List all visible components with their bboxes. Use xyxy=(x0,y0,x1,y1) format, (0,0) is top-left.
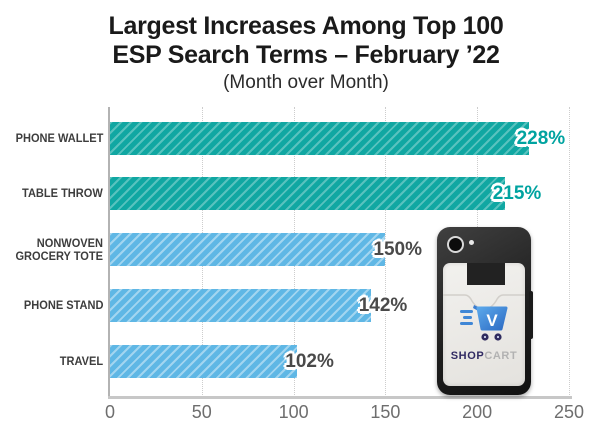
card-wallet-sleeve: V SHOPCART xyxy=(443,263,525,386)
value-label-phone-wallet: 228% xyxy=(516,127,566,149)
page-title: Largest Increases Among Top 100 ESP Sear… xyxy=(0,12,612,70)
bar-phone-stand xyxy=(110,288,371,322)
category-label-travel: TRAVEL xyxy=(59,353,103,368)
y-axis-line xyxy=(108,107,110,399)
bar-nonwoven-grocery-tote xyxy=(110,233,386,266)
shopping-cart-icon: V xyxy=(460,305,508,341)
value-label-table-throw: 215% xyxy=(492,183,542,205)
category-label-phone-stand: PHONE STAND xyxy=(23,297,103,312)
x-tick-150: 150 xyxy=(370,402,401,422)
svg-text:V: V xyxy=(486,311,498,330)
title-line-2: ESP Search Terms – February ’22 xyxy=(112,41,500,69)
flash-dot-icon xyxy=(469,240,474,245)
brand-text: SHOPCART xyxy=(443,350,525,362)
brand-cart: CART xyxy=(484,350,518,362)
x-tick-100: 100 xyxy=(278,402,309,422)
phone-side-button xyxy=(529,291,533,339)
x-tick-200: 200 xyxy=(462,402,493,422)
bar-phone-wallet xyxy=(110,121,529,155)
bar-travel xyxy=(110,344,298,378)
title-line-1: Largest Increases Among Top 100 xyxy=(108,12,504,40)
value-label-phone-stand: 142% xyxy=(358,294,408,316)
shopcart-logo: V SHOPCART xyxy=(443,301,525,362)
gridline-150 xyxy=(385,107,387,397)
chart-header: Largest Increases Among Top 100 ESP Sear… xyxy=(0,12,612,94)
product-image-phone: V SHOPCART xyxy=(437,227,533,395)
bar-table-throw xyxy=(110,177,505,211)
x-tick-0: 0 xyxy=(104,402,116,422)
wallet-top-notch xyxy=(467,263,505,285)
category-label-nonwoven-grocery-tote: NONWOVEN GROCERY TOTE xyxy=(15,235,104,263)
value-label-travel: 102% xyxy=(285,350,334,372)
gridline-250 xyxy=(569,107,570,397)
x-tick-50: 50 xyxy=(191,402,212,422)
value-label-nonwoven-grocery-tote: 150% xyxy=(373,239,422,260)
x-axis-line xyxy=(108,396,572,399)
x-tick-250: 250 xyxy=(553,402,585,422)
category-label-phone-wallet: PHONE WALLET xyxy=(15,130,103,145)
brand-shop: SHOP xyxy=(450,350,485,362)
camera-icon xyxy=(447,236,464,253)
category-label-table-throw: TABLE THROW xyxy=(22,186,103,201)
chart-subtitle: (Month over Month) xyxy=(223,72,389,93)
